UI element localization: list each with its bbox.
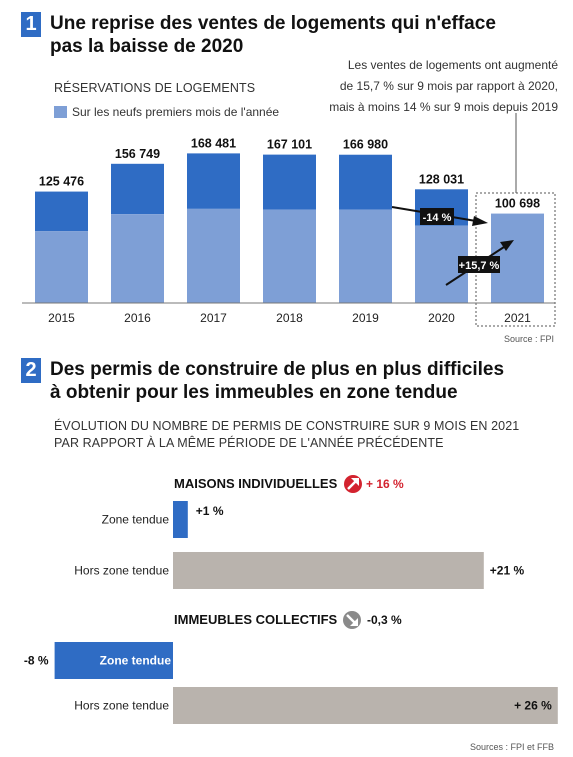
permit-bars: Zone tendue +1 % Hors zone tendue +21 % Zone… xyxy=(24,501,558,724)
arrow-head-2020 xyxy=(500,240,514,251)
section-1-title-line-2: pas la baisse de 2020 xyxy=(50,36,244,57)
group-1-title: MAISONS INDIVIDUELLES xyxy=(174,476,338,491)
year-tick-labels: 2015 2016 2017 2018 2019 2020 2021 xyxy=(48,311,531,325)
bar-2019-nine-months xyxy=(339,209,392,303)
bar-2017-total xyxy=(187,153,240,209)
value-label-2018: 167 101 xyxy=(267,138,312,152)
arrow-up-right-icon xyxy=(344,475,362,493)
annotation-line-3: mais à moins 14 % sur 9 mois depuis 2019 xyxy=(329,100,558,114)
value-label-2020: 128 031 xyxy=(419,172,464,186)
category-label-maisons-hors-zone-tendue: Hors zone tendue xyxy=(74,564,169,578)
legend-swatch xyxy=(54,106,67,118)
change-2020-badge xyxy=(458,256,500,273)
bar-immeubles-zone-tendue xyxy=(54,642,173,679)
bar-2015-total xyxy=(35,191,88,232)
section-2-subtitle-line-2: PAR RAPPORT À LA MÊME PÉRIODE DE L'ANNÉE… xyxy=(54,436,444,450)
annotation-line-1: Les ventes de logements ont augmenté xyxy=(347,58,558,72)
bar-2016-total xyxy=(111,163,164,215)
group-2-change: -0,3 % xyxy=(367,613,402,627)
bar-immeubles-hors-zone-tendue xyxy=(173,687,558,724)
category-label-immeubles-hors-zone-tendue: Hors zone tendue xyxy=(74,699,169,713)
bar-2017-nine-months xyxy=(187,208,240,303)
section-1-subtitle: RÉSERVATIONS DE LOGEMENTS xyxy=(54,81,256,95)
value-label-2019: 166 980 xyxy=(343,138,388,152)
change-2019-label: -14 % xyxy=(423,212,452,224)
group-2-title: IMMEUBLES COLLECTIFS xyxy=(174,612,338,627)
value-label-2021: 100 698 xyxy=(495,197,540,211)
value-label-maisons-hors-zone-tendue: +21 % xyxy=(490,564,525,578)
section-1-title-line-1: Une reprise des ventes de logements qui … xyxy=(50,13,496,34)
bar-maisons-zone-tendue xyxy=(173,501,188,538)
section-2-title: Des permis de construire de plus en plus… xyxy=(50,358,504,404)
section-2-number: 2 xyxy=(21,358,41,383)
section-2-subtitle-line-1: ÉVOLUTION DU NOMBRE DE PERMIS DE CONSTRU… xyxy=(54,419,520,433)
bar-2018-total xyxy=(263,154,316,210)
year-label-2016: 2016 xyxy=(124,311,151,325)
year-label-2020: 2020 xyxy=(428,311,455,325)
year-label-2021: 2021 xyxy=(504,311,531,325)
sales-bar-chart: 125 476 156 749 168 481 167 101 166 980 128 0… xyxy=(22,113,556,327)
value-label-immeubles-hors-zone-tendue: + 26 % xyxy=(514,699,552,713)
bar-2018-nine-months xyxy=(263,209,316,303)
section-2-title-line-1: Des permis de construire de plus en plus… xyxy=(50,359,505,380)
sales-bars: 125 476 156 749 168 481 167 101 166 980 128 0… xyxy=(35,136,544,303)
category-label-maisons-zone-tendue: Zone tendue xyxy=(102,513,170,527)
legend-label: Sur les neufs premiers mois de l'année xyxy=(72,105,280,119)
bar-2019-total xyxy=(339,154,392,210)
section-1-source: Source : FPI xyxy=(503,334,554,344)
arrow-down-right-icon xyxy=(343,611,361,629)
value-label-2017: 168 481 xyxy=(191,136,236,150)
change-2019-badge xyxy=(420,208,454,225)
section-2-subtitle: ÉVOLUTION DU NOMBRE DE PERMIS DE CONSTRU… xyxy=(54,418,519,452)
value-label-2015: 125 476 xyxy=(39,175,84,189)
value-label-maisons-zone-tendue: +1 % xyxy=(196,504,224,518)
arrow-head-2019 xyxy=(472,216,488,226)
section-2-title-line-2: à obtenir pour les immeubles en zone ten… xyxy=(50,382,458,403)
group-1-change: + 16 % xyxy=(366,477,404,491)
change-2020-label: +15,7 % xyxy=(459,260,500,272)
value-label-2016: 156 749 xyxy=(115,147,160,161)
bar-2016-nine-months xyxy=(111,214,164,303)
year-label-2019: 2019 xyxy=(352,311,379,325)
value-label-immeubles-zone-tendue: -8 % xyxy=(24,654,49,668)
section-2-source: Sources : FPI et FFB xyxy=(469,742,554,752)
section-1-number: 1 xyxy=(21,12,41,37)
permits-bar-chart: MAISONS INDIVIDUELLES + 16 % IMMEUBLES C… xyxy=(24,475,558,724)
bar-maisons-hors-zone-tendue xyxy=(173,552,484,589)
bar-2015-nine-months xyxy=(35,231,88,303)
year-label-2015: 2015 xyxy=(48,311,75,325)
section-1-title: Une reprise des ventes de logements qui … xyxy=(50,12,496,58)
year-label-2018: 2018 xyxy=(276,311,303,325)
category-label-immeubles-zone-tendue: Zone tendue xyxy=(100,654,172,668)
annotation-line-2: de 15,7 % sur 9 mois par rapport à 2020, xyxy=(339,79,558,93)
sales-annotation: Les ventes de logements ont augmenté de … xyxy=(300,55,558,118)
year-label-2017: 2017 xyxy=(200,311,227,325)
